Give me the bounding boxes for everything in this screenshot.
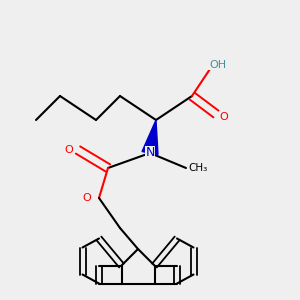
- Polygon shape: [142, 120, 158, 154]
- Text: OH: OH: [209, 59, 226, 70]
- Text: N: N: [145, 146, 155, 160]
- Text: O: O: [64, 145, 74, 155]
- Text: CH₃: CH₃: [188, 163, 208, 173]
- Text: O: O: [219, 112, 228, 122]
- Text: O: O: [82, 193, 91, 203]
